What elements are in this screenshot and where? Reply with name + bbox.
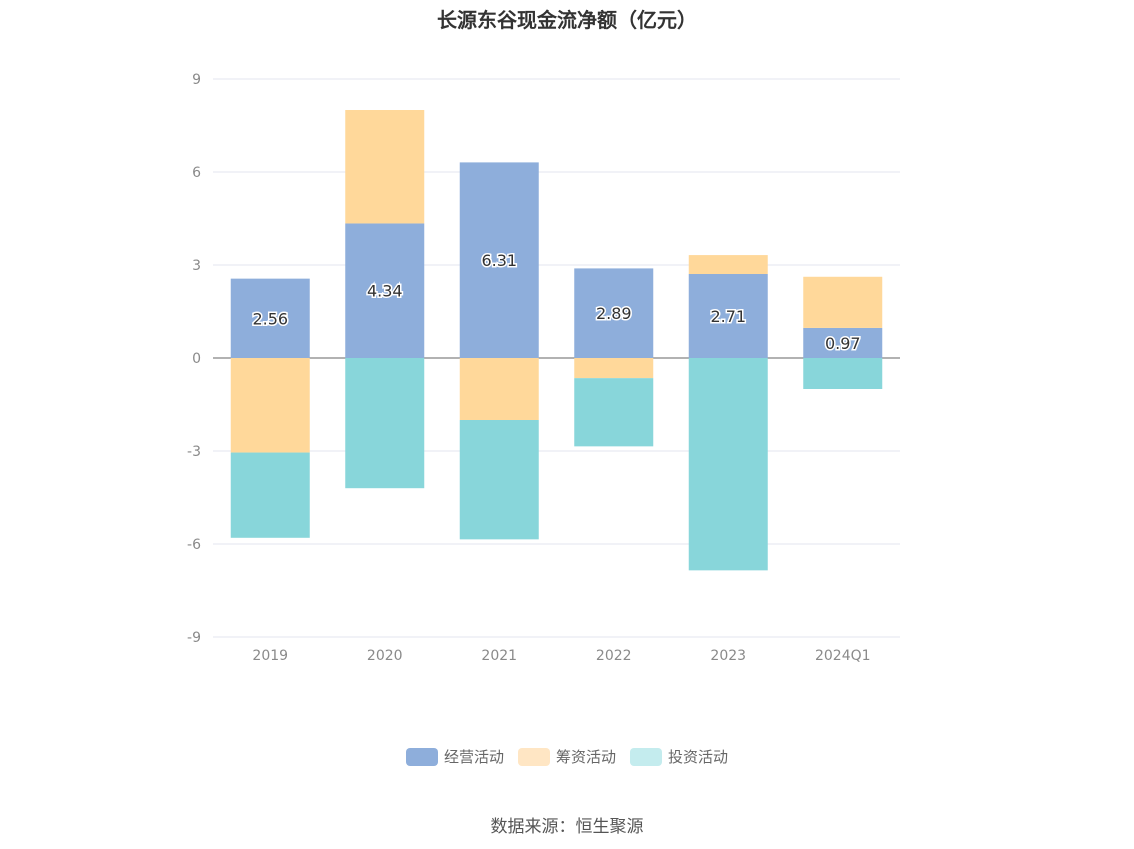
bar-financing-2023 bbox=[688, 255, 768, 274]
y-tick-label: -6 bbox=[187, 537, 201, 553]
bar-operating-2020 bbox=[345, 223, 425, 358]
data-label: 4.34 bbox=[367, 282, 403, 301]
legend: 经营活动 筹资活动 投资活动 bbox=[0, 746, 1134, 767]
legend-item-investing[interactable]: 投资活动 bbox=[630, 746, 728, 767]
chart-title: 长源东谷现金流净额（亿元） bbox=[437, 8, 697, 32]
legend-item-financing[interactable]: 筹资活动 bbox=[517, 746, 616, 767]
bar-investing-2022 bbox=[574, 378, 654, 447]
legend-swatch-operating bbox=[405, 747, 438, 766]
data-label: 2.56 bbox=[252, 309, 288, 328]
bar-operating-2024Q1 bbox=[803, 327, 883, 358]
data-source: 数据来源：恒生聚源 bbox=[490, 817, 644, 837]
bar-investing-2024Q1 bbox=[803, 358, 883, 389]
bar-investing-2019 bbox=[230, 452, 310, 538]
legend-item-operating[interactable]: 经营活动 bbox=[405, 746, 504, 767]
x-tick-label: 2024Q1 bbox=[815, 648, 871, 664]
bar-financing-2024Q1 bbox=[803, 276, 883, 328]
y-tick-label: 9 bbox=[192, 72, 201, 88]
legend-swatch-financing bbox=[517, 747, 550, 766]
y-tick-label: 6 bbox=[192, 165, 201, 181]
bar-financing-2019 bbox=[230, 358, 310, 453]
bar-operating-2021 bbox=[459, 162, 539, 358]
bar-operating-2023 bbox=[688, 273, 768, 358]
y-tick-label: 0 bbox=[192, 351, 201, 367]
bar-investing-2021 bbox=[459, 420, 539, 540]
bar-financing-2022 bbox=[574, 358, 654, 379]
x-tick-label: 2020 bbox=[367, 648, 403, 664]
y-tick-label: -3 bbox=[187, 444, 201, 460]
legend-label-financing: 筹资活动 bbox=[555, 748, 616, 766]
data-label: 0.97 bbox=[825, 334, 861, 353]
x-tick-label: 2022 bbox=[596, 648, 632, 664]
legend-label-investing: 投资活动 bbox=[668, 748, 729, 766]
bar-operating-2019 bbox=[230, 278, 310, 358]
bar-financing-2020 bbox=[345, 110, 425, 224]
legend-label-operating: 经营活动 bbox=[443, 748, 504, 766]
bar-operating-2022 bbox=[574, 268, 654, 358]
x-tick-label: 2021 bbox=[481, 648, 517, 664]
data-label: 6.31 bbox=[481, 251, 517, 270]
data-label: 2.89 bbox=[596, 304, 632, 323]
y-tick-label: -9 bbox=[187, 630, 201, 646]
bar-investing-2020 bbox=[345, 358, 425, 489]
x-tick-label: 2019 bbox=[252, 648, 288, 664]
x-tick-label: 2023 bbox=[710, 648, 746, 664]
bar-financing-2021 bbox=[459, 358, 539, 420]
data-label: 2.71 bbox=[710, 307, 746, 326]
legend-swatch-investing bbox=[630, 747, 662, 766]
bar-investing-2023 bbox=[688, 358, 768, 571]
y-tick-label: 3 bbox=[192, 258, 201, 274]
